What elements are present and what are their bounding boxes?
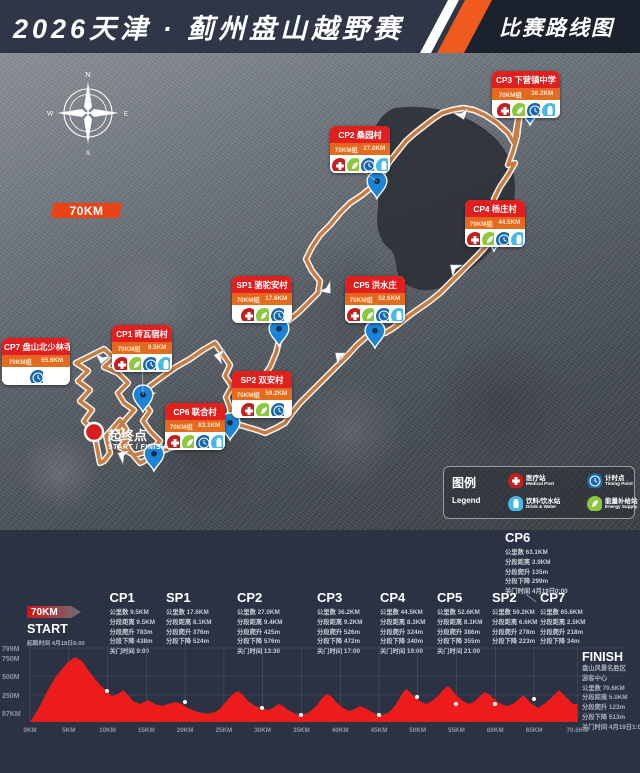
svg-text:50KM: 50KM <box>409 727 426 734</box>
svg-text:45KM: 45KM <box>371 727 388 734</box>
svg-text:15KM: 15KM <box>138 727 155 734</box>
svg-text:65KM: 65KM <box>526 727 543 734</box>
svg-text:55KM: 55KM <box>448 727 465 734</box>
svg-text:25KM: 25KM <box>216 727 233 734</box>
svg-text:60KM: 60KM <box>487 727 504 734</box>
svg-text:0KM: 0KM <box>23 727 36 734</box>
svg-text:20KM: 20KM <box>177 727 194 734</box>
svg-text:40KM: 40KM <box>332 727 349 734</box>
svg-text:30KM: 30KM <box>254 727 271 734</box>
svg-text:70.6KM: 70.6KM <box>566 727 588 734</box>
svg-text:35KM: 35KM <box>293 727 310 734</box>
svg-text:10KM: 10KM <box>99 727 116 734</box>
svg-text:5KM: 5KM <box>62 727 75 734</box>
